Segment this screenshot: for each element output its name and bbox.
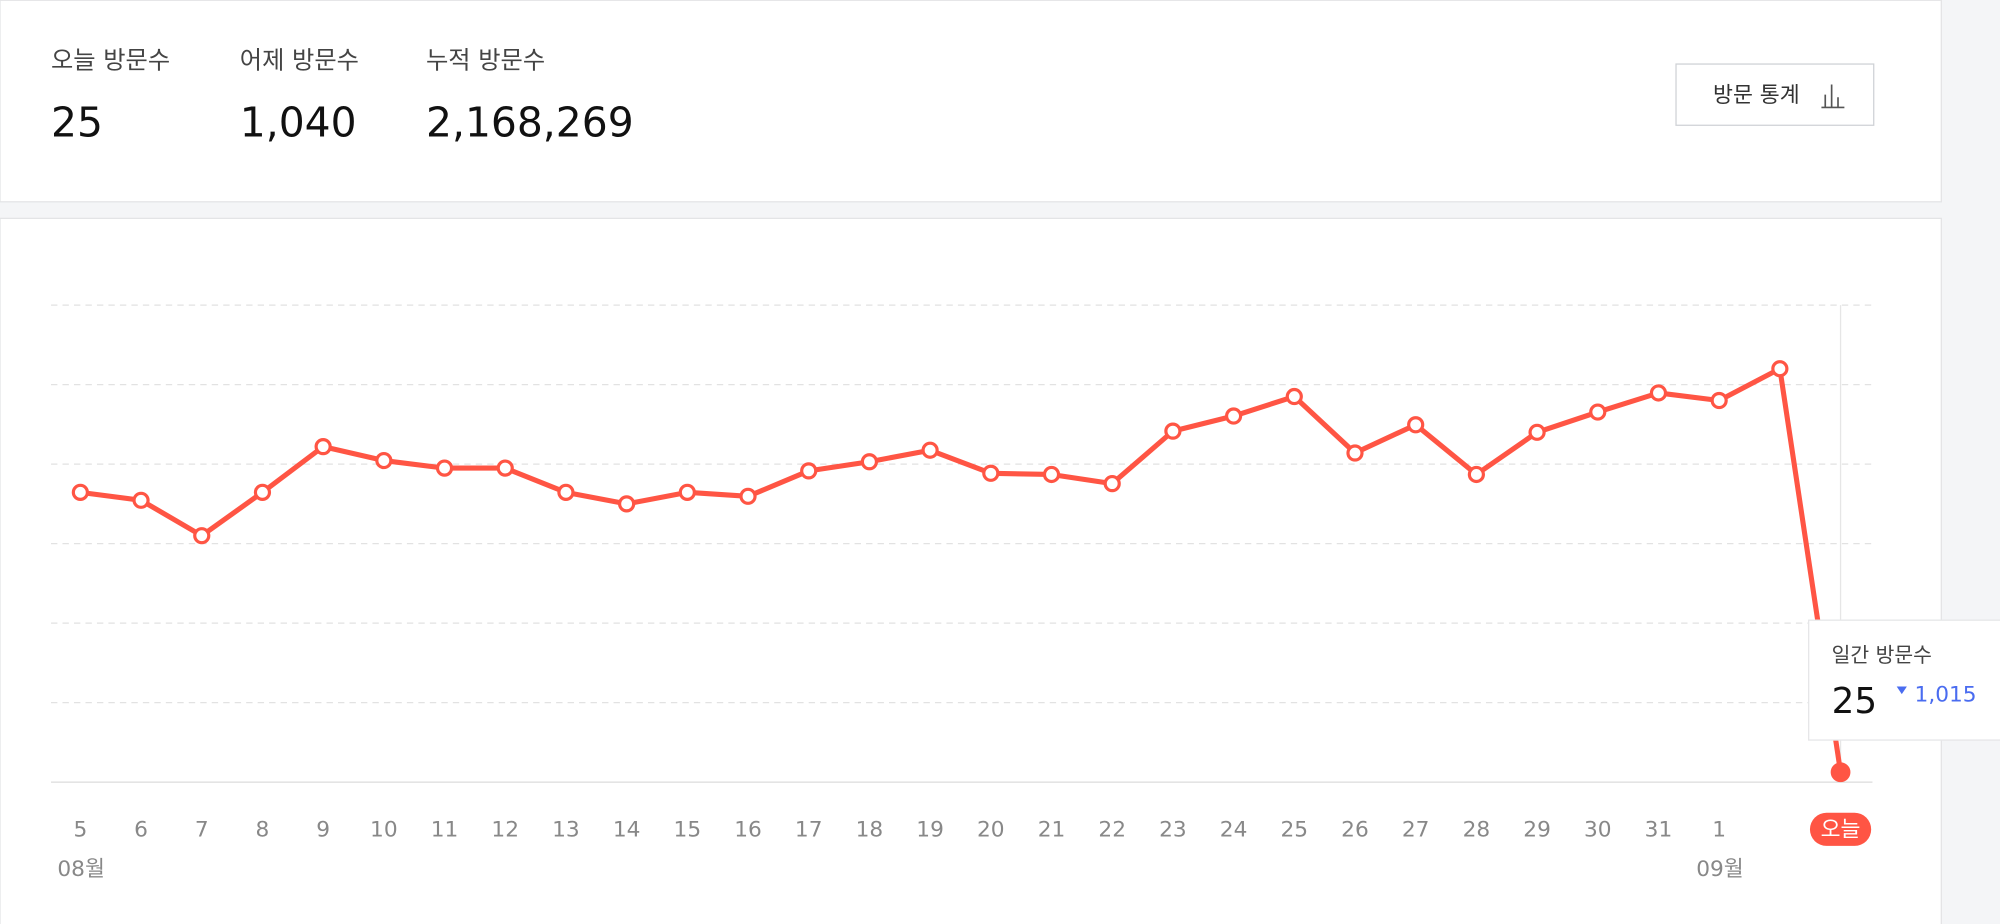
x-tick-label: 12 xyxy=(491,818,519,843)
x-tick-label: 5 xyxy=(73,818,87,843)
stat-label: 누적 방문수 xyxy=(426,46,545,74)
point xyxy=(314,438,332,456)
stats-button[interactable]: 방문 통계 xyxy=(1675,63,1875,126)
line xyxy=(80,366,1844,773)
point xyxy=(860,453,879,471)
x-tick-label: 16 xyxy=(734,818,762,843)
x-tick-label: 오늘 xyxy=(1821,818,1861,843)
x-tick-label: 1 xyxy=(1712,818,1726,843)
point xyxy=(1528,423,1546,441)
x-tick-label: 25 xyxy=(1281,818,1309,843)
point xyxy=(618,495,636,513)
button-box[interactable] xyxy=(1675,63,1875,126)
stats: 오늘 방문수 25 어제 방문수 1,040 누적 방문수 2,168,269 xyxy=(51,46,634,146)
point xyxy=(1285,387,1303,406)
x-tick-label: 11 xyxy=(431,818,459,843)
x-tick-label: 31 xyxy=(1645,818,1673,843)
point xyxy=(1830,762,1851,783)
x-tick-label: 9 xyxy=(316,818,330,843)
x-tick-label: 27 xyxy=(1402,818,1430,843)
stats-panel xyxy=(0,0,1942,203)
tooltip-box xyxy=(1808,619,2000,741)
point xyxy=(1164,422,1182,440)
x-tick-label: 13 xyxy=(552,818,580,843)
point xyxy=(1467,465,1485,484)
x-tick-label: 28 xyxy=(1463,818,1491,843)
stat-value: 25 xyxy=(51,98,103,146)
x-tick-label: 20 xyxy=(977,818,1005,843)
down-arrow xyxy=(1896,686,1907,695)
point xyxy=(921,441,939,459)
tooltip-change: 1,015 xyxy=(1915,682,1977,707)
stat-value: 2,168,269 xyxy=(426,98,634,146)
tooltip-value: 25 xyxy=(1832,681,1877,722)
chart: 5 6 7 8 9 10 11 12 13 14 15 16 17 18 19 20 21 22 23 24 25 26 2… xyxy=(51,304,1873,882)
x-tick-label: 10 xyxy=(370,818,398,843)
button-icon[interactable] xyxy=(1821,84,1845,109)
x-tick-label: 26 xyxy=(1341,818,1369,843)
point xyxy=(739,487,757,505)
tooltip-title: 일간 방문수 xyxy=(1832,643,1932,667)
x-tick-label: 24 xyxy=(1220,818,1248,843)
point xyxy=(1103,474,1121,493)
point xyxy=(1589,403,1607,421)
point xyxy=(193,527,211,545)
month-label: 09월 xyxy=(1696,857,1744,882)
chart-panel xyxy=(0,217,1942,924)
point xyxy=(496,459,514,477)
stat-label: 어제 방문수 xyxy=(240,46,359,74)
point xyxy=(253,483,272,501)
x-tick-label: 22 xyxy=(1098,818,1126,843)
x-tick-label: 23 xyxy=(1159,818,1187,843)
x-tick-label: 30 xyxy=(1584,818,1612,843)
x-tick-label: 29 xyxy=(1523,818,1551,843)
point xyxy=(375,451,393,470)
point xyxy=(435,459,454,477)
stat-label: 오늘 방문수 xyxy=(51,46,170,74)
point xyxy=(982,464,1000,482)
x-tick-label: 17 xyxy=(795,818,823,843)
x-tick-label: 14 xyxy=(613,818,641,843)
point xyxy=(557,483,575,501)
point xyxy=(1407,416,1425,434)
point xyxy=(132,491,150,509)
x-tick-label: 7 xyxy=(195,818,209,843)
x-tick-label: 8 xyxy=(256,818,270,843)
point xyxy=(1649,384,1668,402)
point xyxy=(800,462,818,480)
point xyxy=(1710,391,1728,410)
tooltip: 일간 방문수 25 1,015 xyxy=(1808,619,2000,741)
x-tick-label: 15 xyxy=(674,818,702,843)
x-tick-label: 6 xyxy=(134,818,148,843)
point xyxy=(71,483,89,501)
point xyxy=(1346,444,1364,462)
point xyxy=(1042,465,1061,484)
point xyxy=(678,483,696,501)
point xyxy=(1224,407,1243,425)
x-tick-label: 19 xyxy=(916,818,944,843)
stat-value: 1,040 xyxy=(240,98,357,146)
x-tick-label: 18 xyxy=(856,818,884,843)
point xyxy=(1771,360,1789,378)
x-tick-label: 21 xyxy=(1038,818,1066,843)
month-label: 08월 xyxy=(57,857,105,882)
today-badge xyxy=(1809,812,1872,846)
button-label[interactable]: 방문 통계 xyxy=(1713,83,1800,108)
